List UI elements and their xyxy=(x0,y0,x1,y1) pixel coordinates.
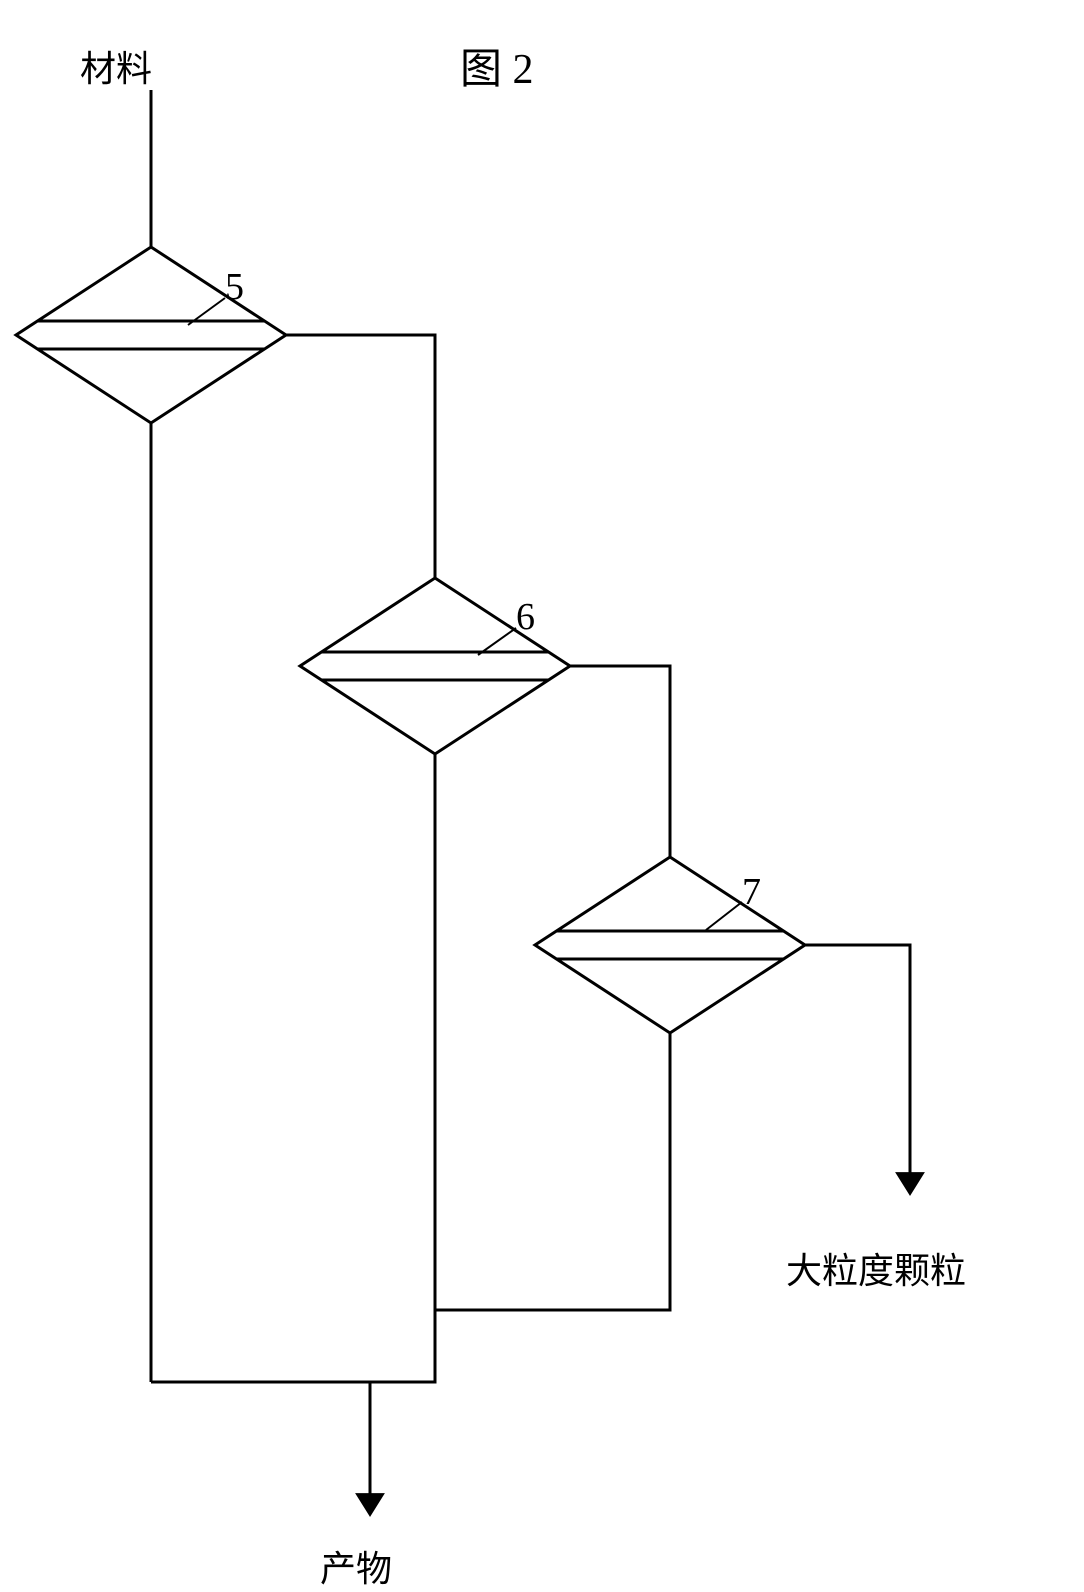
node-5-number: 5 xyxy=(225,265,244,309)
node-7-number: 7 xyxy=(742,870,761,914)
output-reject-label: 大粒度颗粒 xyxy=(786,1242,966,1294)
edge-7-right-to-reject xyxy=(805,945,910,1178)
flowchart-canvas xyxy=(0,0,1084,1584)
separator-node-5 xyxy=(16,247,286,423)
output-product-label: 产物 xyxy=(320,1540,392,1592)
arrowhead-reject-arrow xyxy=(896,1173,924,1195)
edge-7-bottom-to-merge xyxy=(435,1033,670,1310)
input-label: 材料 xyxy=(80,40,152,92)
node-6-number: 6 xyxy=(516,595,535,639)
edge-6-right-to-7-top xyxy=(570,666,670,857)
arrowhead-product-arrow xyxy=(356,1494,384,1516)
separator-node-7 xyxy=(535,857,805,1033)
edge-6-bottom-to-merge xyxy=(151,754,435,1382)
figure-title: 图 2 xyxy=(460,35,534,96)
edge-5-right-to-6-top xyxy=(286,335,435,578)
